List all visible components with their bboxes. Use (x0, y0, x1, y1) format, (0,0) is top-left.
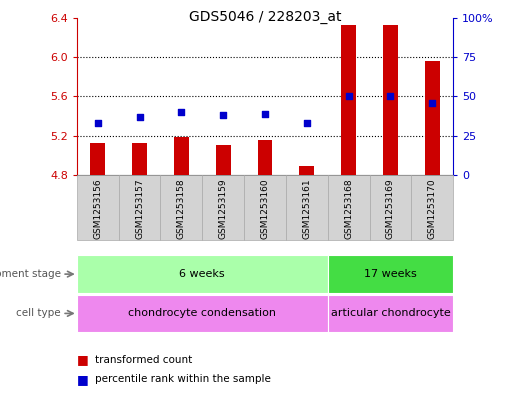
Text: GSM1253169: GSM1253169 (386, 178, 395, 239)
Bar (411, 175, 453, 240)
Text: GSM1253157: GSM1253157 (135, 178, 144, 239)
Text: ■: ■ (77, 373, 89, 386)
Point (219, 112, 227, 118)
Point (93, 120, 102, 126)
Text: 17 weeks: 17 weeks (364, 269, 417, 279)
Bar (77, 175, 119, 240)
Text: chondrocyte condensation: chondrocyte condensation (128, 309, 276, 318)
Text: GDS5046 / 228203_at: GDS5046 / 228203_at (189, 10, 341, 24)
Text: GSM1253160: GSM1253160 (261, 178, 269, 239)
Text: development stage: development stage (0, 269, 61, 279)
Bar (369, 175, 411, 240)
Text: GSM1253168: GSM1253168 (344, 178, 353, 239)
Text: GSM1253159: GSM1253159 (219, 178, 228, 239)
Bar (77, 295, 328, 332)
Text: 6 weeks: 6 weeks (180, 269, 225, 279)
Bar (216, 145, 231, 175)
Bar (91, 143, 105, 175)
Point (303, 120, 311, 126)
Bar (258, 140, 272, 175)
Text: ■: ■ (77, 353, 89, 366)
Point (428, 99, 437, 106)
Bar (244, 175, 286, 240)
Bar (132, 143, 147, 175)
Bar (328, 255, 453, 293)
Bar (341, 24, 356, 175)
Text: GSM1253161: GSM1253161 (302, 178, 311, 239)
Bar (161, 175, 202, 240)
Bar (328, 175, 369, 240)
Text: articular chondrocyte: articular chondrocyte (331, 309, 450, 318)
Text: cell type: cell type (16, 309, 61, 318)
Bar (77, 255, 328, 293)
Point (344, 93, 353, 99)
Text: GSM1253156: GSM1253156 (93, 178, 102, 239)
Point (135, 114, 144, 120)
Point (386, 93, 395, 99)
Bar (174, 136, 189, 175)
Bar (328, 295, 453, 332)
Point (261, 110, 269, 117)
Bar (299, 166, 314, 175)
Bar (286, 175, 328, 240)
Text: GSM1253158: GSM1253158 (177, 178, 186, 239)
Point (177, 109, 186, 115)
Text: transformed count: transformed count (95, 354, 192, 365)
Bar (202, 175, 244, 240)
Bar (383, 24, 398, 175)
Bar (119, 175, 161, 240)
Bar (425, 61, 439, 175)
Text: GSM1253170: GSM1253170 (428, 178, 437, 239)
Text: percentile rank within the sample: percentile rank within the sample (95, 374, 271, 384)
